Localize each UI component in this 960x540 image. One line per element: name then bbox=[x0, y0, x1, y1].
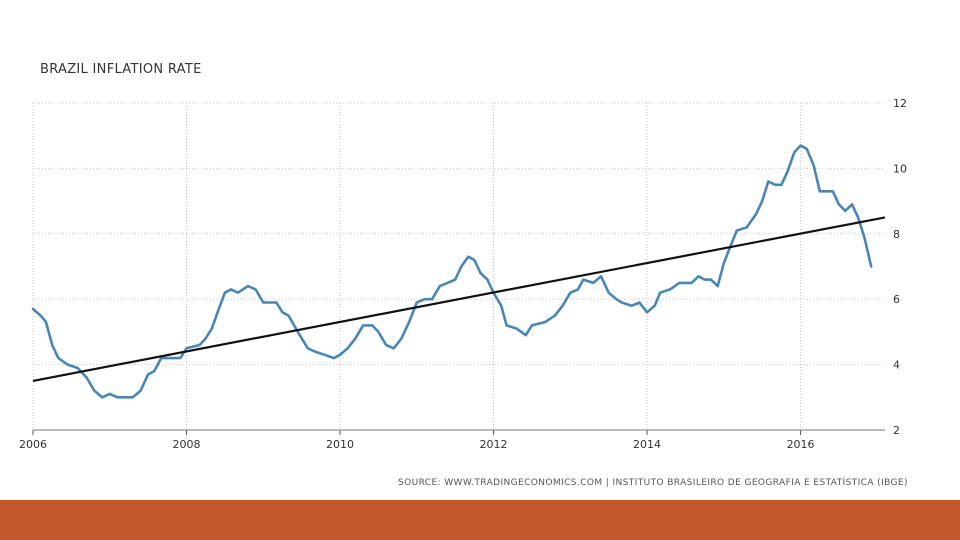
y-tick-label: 6 bbox=[893, 293, 900, 306]
x-tick-label: 2014 bbox=[633, 438, 661, 451]
bottom-band bbox=[0, 500, 960, 540]
x-tick-label: 2012 bbox=[480, 438, 508, 451]
inflation-line bbox=[31, 144, 873, 399]
y-axis: 2 4 6 8 10 12 bbox=[893, 97, 907, 437]
x-tick-label: 2006 bbox=[19, 438, 47, 451]
x-axis: 2006 2008 2010 2012 2014 2016 bbox=[19, 429, 885, 451]
series-layer bbox=[31, 144, 886, 399]
y-tick-label: 10 bbox=[893, 162, 907, 175]
x-tick-label: 2008 bbox=[173, 438, 201, 451]
chart-title: BRAZIL INFLATION RATE bbox=[40, 62, 202, 77]
y-tick-label: 12 bbox=[893, 97, 907, 110]
y-tick-label: 8 bbox=[893, 228, 900, 241]
grid bbox=[32, 102, 885, 431]
chart: 2006 2008 2010 2012 2014 2016 2 4 6 8 10 12 bbox=[19, 97, 907, 451]
source-note: SOURCE: WWW.TRADINGECONOMICS.COM | INSTI… bbox=[398, 478, 908, 488]
y-tick-label: 2 bbox=[893, 424, 900, 437]
y-tick-label: 4 bbox=[893, 359, 900, 372]
x-tick-label: 2016 bbox=[787, 438, 815, 451]
trendline bbox=[32, 216, 886, 382]
x-tick-label: 2010 bbox=[326, 438, 354, 451]
